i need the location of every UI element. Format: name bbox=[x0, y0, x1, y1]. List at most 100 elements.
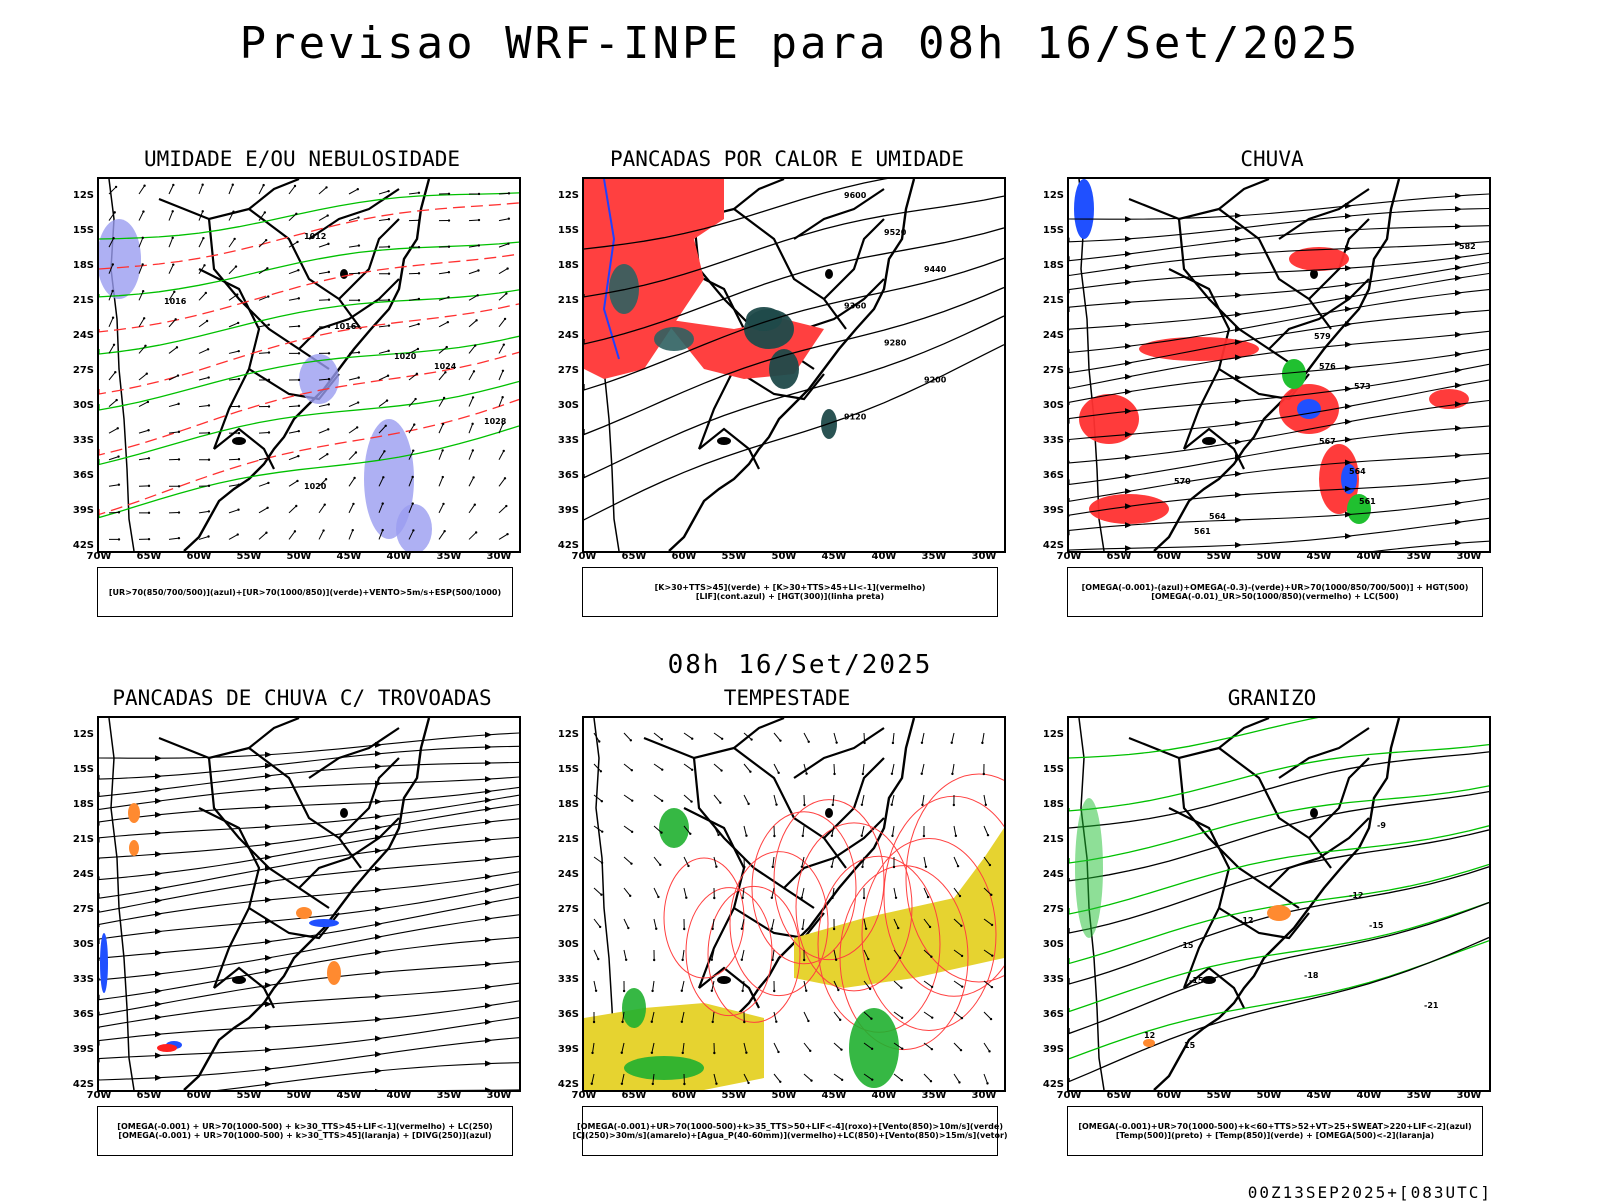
lon-tick-label: 55W bbox=[1204, 1090, 1234, 1101]
lat-tick-label: 30S bbox=[539, 939, 579, 950]
lat-tick-label: 36S bbox=[54, 1009, 94, 1020]
main-title: Previsao WRF-INPE para 08h 16/Set/2025 bbox=[0, 18, 1600, 69]
svg-text:564: 564 bbox=[1349, 467, 1366, 476]
lat-tick-label: 36S bbox=[1024, 470, 1064, 481]
svg-text:12: 12 bbox=[1144, 1031, 1155, 1040]
lat-tick-label: 12S bbox=[1024, 729, 1064, 740]
svg-text:9440: 9440 bbox=[924, 265, 947, 274]
legend-line: [OMEGA(-0.001) + UR>70(1000-500) + k>30_… bbox=[118, 1131, 491, 1140]
lat-tick-label: 39S bbox=[1024, 505, 1064, 516]
lon-tick-label: 30W bbox=[969, 551, 999, 562]
lat-tick-label: 18S bbox=[539, 799, 579, 810]
svg-text:9360: 9360 bbox=[844, 302, 867, 311]
lon-tick-label: 30W bbox=[484, 1090, 514, 1101]
lat-tick-label: 42S bbox=[539, 1079, 579, 1090]
run-info-footer: 00Z13SEP2025+[083UTC] bbox=[1248, 1183, 1492, 1202]
lon-tick-label: 60W bbox=[184, 1090, 214, 1101]
svg-text:576: 576 bbox=[1319, 362, 1336, 371]
lat-tick-label: 15S bbox=[54, 225, 94, 236]
lat-tick-label: 15S bbox=[1024, 225, 1064, 236]
lat-tick-label: 18S bbox=[1024, 260, 1064, 271]
svg-text:1016: 1016 bbox=[334, 322, 357, 331]
legend-line: [OMEGA(-0.001)+UR>70(1000-500)+k>35_TTS>… bbox=[577, 1122, 1003, 1131]
lat-tick-label: 21S bbox=[54, 834, 94, 845]
lon-tick-label: 65W bbox=[1104, 551, 1134, 562]
svg-text:1012: 1012 bbox=[304, 232, 326, 241]
svg-text:564: 564 bbox=[1209, 512, 1226, 521]
lon-tick-label: 60W bbox=[669, 551, 699, 562]
map-plot bbox=[97, 716, 521, 1092]
lat-tick-label: 21S bbox=[539, 295, 579, 306]
svg-text:1024: 1024 bbox=[434, 362, 457, 371]
lon-tick-label: 45W bbox=[1304, 551, 1334, 562]
lon-tick-label: 60W bbox=[1154, 1090, 1184, 1101]
lat-tick-label: 21S bbox=[539, 834, 579, 845]
svg-text:9520: 9520 bbox=[884, 228, 907, 237]
lon-tick-label: 50W bbox=[769, 551, 799, 562]
lon-tick-label: 30W bbox=[1454, 1090, 1484, 1101]
lat-tick-label: 33S bbox=[54, 974, 94, 985]
lat-tick-label: 24S bbox=[539, 869, 579, 880]
lat-tick-label: 33S bbox=[539, 435, 579, 446]
lat-tick-label: 12S bbox=[54, 190, 94, 201]
lon-tick-label: 65W bbox=[619, 1090, 649, 1101]
lat-tick-label: 24S bbox=[539, 330, 579, 341]
lat-tick-label: 30S bbox=[1024, 939, 1064, 950]
lon-tick-label: 70W bbox=[1054, 1090, 1084, 1101]
legend-line: [CJ(250)>30m/s](amarelo)+[Agua_P(40-60mm… bbox=[572, 1131, 1007, 1140]
lon-tick-label: 30W bbox=[1454, 551, 1484, 562]
svg-text:15: 15 bbox=[1184, 1041, 1196, 1050]
lat-tick-label: 30S bbox=[54, 939, 94, 950]
lon-tick-label: 30W bbox=[484, 551, 514, 562]
lat-tick-label: 33S bbox=[1024, 435, 1064, 446]
panel-legend: [OMEGA(-0.001)-(azul)+OMEGA(-0.3)-(verde… bbox=[1067, 567, 1483, 617]
panel-title: TEMPESTADE bbox=[537, 686, 1037, 710]
lat-tick-label: 21S bbox=[54, 295, 94, 306]
lat-tick-label: 36S bbox=[1024, 1009, 1064, 1020]
lat-tick-label: 12S bbox=[1024, 190, 1064, 201]
lon-tick-label: 65W bbox=[1104, 1090, 1134, 1101]
lon-tick-label: 70W bbox=[84, 1090, 114, 1101]
lat-tick-label: 27S bbox=[54, 904, 94, 915]
lon-tick-label: 55W bbox=[234, 1090, 264, 1101]
lon-tick-label: 55W bbox=[1204, 551, 1234, 562]
lat-tick-label: 24S bbox=[1024, 330, 1064, 341]
lat-tick-label: 33S bbox=[1024, 974, 1064, 985]
lon-tick-label: 55W bbox=[234, 551, 264, 562]
lat-tick-label: 27S bbox=[1024, 904, 1064, 915]
legend-line: [OMEGA(-0.001)+UR>70(1000-500)+k<60+TTS>… bbox=[1078, 1122, 1471, 1131]
lat-tick-label: 39S bbox=[539, 505, 579, 516]
legend-line: [OMEGA(-0.001)-(azul)+OMEGA(-0.3)-(verde… bbox=[1082, 583, 1469, 592]
lon-tick-label: 45W bbox=[334, 551, 364, 562]
lon-tick-label: 70W bbox=[84, 551, 114, 562]
lon-tick-label: 45W bbox=[819, 551, 849, 562]
lat-tick-label: 42S bbox=[54, 540, 94, 551]
lat-tick-label: 18S bbox=[54, 260, 94, 271]
lon-tick-label: 35W bbox=[919, 551, 949, 562]
lat-tick-label: 27S bbox=[1024, 365, 1064, 376]
panel-title: PANCADAS DE CHUVA C/ TROVOADAS bbox=[52, 686, 552, 710]
lon-tick-label: 50W bbox=[769, 1090, 799, 1101]
lat-tick-label: 30S bbox=[539, 400, 579, 411]
lat-tick-label: 42S bbox=[1024, 1079, 1064, 1090]
svg-text:9280: 9280 bbox=[884, 339, 907, 348]
lat-tick-label: 24S bbox=[54, 330, 94, 341]
lon-tick-label: 40W bbox=[1354, 1090, 1384, 1101]
lat-tick-label: 18S bbox=[539, 260, 579, 271]
legend-line: [UR>70(850/700/500)](azul)+[UR>70(1000/8… bbox=[109, 588, 501, 597]
panel-legend: [K>30+TTS>45](verde) + [K>30+TTS>45+LI<-… bbox=[582, 567, 998, 617]
lon-tick-label: 65W bbox=[619, 551, 649, 562]
svg-text:-12: -12 bbox=[1349, 891, 1363, 900]
svg-text:-15: -15 bbox=[1179, 941, 1194, 950]
lat-tick-label: 36S bbox=[539, 1009, 579, 1020]
lat-tick-label: 18S bbox=[54, 799, 94, 810]
lon-tick-label: 35W bbox=[919, 1090, 949, 1101]
